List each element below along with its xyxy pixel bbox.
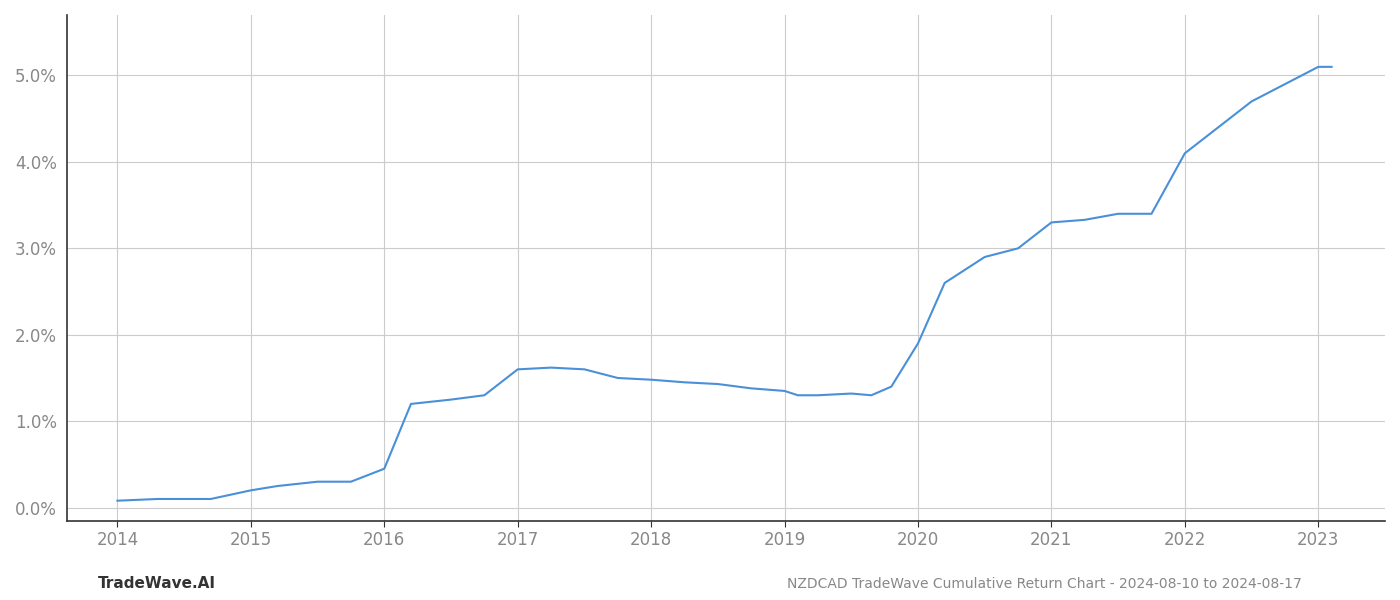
- Text: TradeWave.AI: TradeWave.AI: [98, 576, 216, 591]
- Text: NZDCAD TradeWave Cumulative Return Chart - 2024-08-10 to 2024-08-17: NZDCAD TradeWave Cumulative Return Chart…: [787, 577, 1302, 591]
